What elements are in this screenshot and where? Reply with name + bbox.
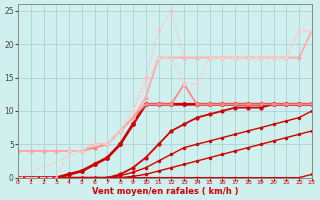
X-axis label: Vent moyen/en rafales ( km/h ): Vent moyen/en rafales ( km/h ): [92, 187, 238, 196]
